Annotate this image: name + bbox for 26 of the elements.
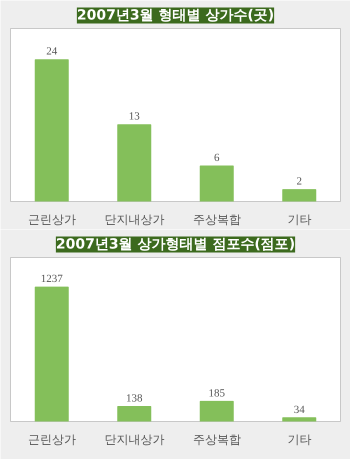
x-tick-label: 기타 bbox=[287, 212, 312, 226]
data-label: 6 bbox=[214, 152, 220, 164]
bar bbox=[34, 59, 69, 202]
data-label: 24 bbox=[46, 46, 58, 58]
x-tick-label: 주상복합 bbox=[192, 432, 241, 446]
bar bbox=[282, 189, 316, 202]
x-tick-label: 주상복합 bbox=[192, 212, 241, 226]
bar bbox=[200, 166, 234, 202]
chart-title: 2007년3월 형태별 상가수(곳) bbox=[76, 8, 274, 24]
x-tick-label: 단지내상가 bbox=[104, 212, 164, 226]
x-tick-label: 근린상가 bbox=[28, 212, 76, 226]
data-label: 138 bbox=[126, 392, 143, 405]
x-tick-label: 근린상가 bbox=[28, 432, 76, 446]
data-label: 1237 bbox=[40, 273, 64, 286]
data-label: 13 bbox=[128, 110, 140, 123]
x-tick-label: 기타 bbox=[287, 432, 312, 446]
data-label: 2 bbox=[296, 176, 302, 188]
bar bbox=[117, 124, 152, 202]
data-label: 34 bbox=[294, 404, 306, 416]
data-label: 185 bbox=[208, 387, 226, 400]
bar bbox=[282, 417, 316, 422]
bar bbox=[117, 406, 152, 422]
bar bbox=[200, 400, 234, 422]
chart-title: 2007년3월 상가형태별 점포수(점포) bbox=[56, 236, 296, 252]
bar bbox=[34, 286, 69, 422]
x-tick-label: 단지내상가 bbox=[104, 432, 164, 446]
